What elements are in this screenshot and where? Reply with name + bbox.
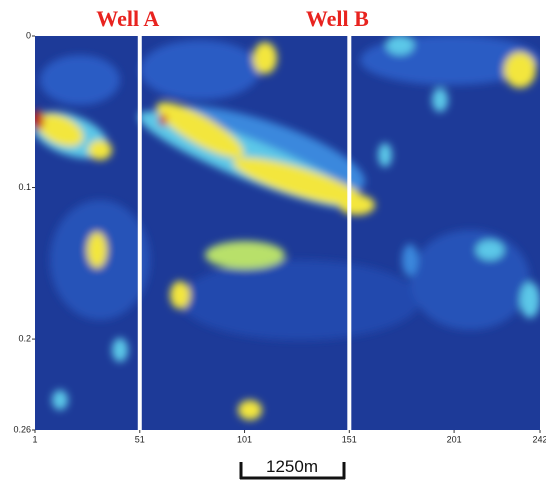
x-tick-label: 51: [135, 434, 145, 444]
x-tick-label: 151: [342, 434, 357, 444]
x-tick-label: 242: [532, 434, 546, 444]
y-tick-label: 0.1: [18, 182, 31, 192]
x-tick-label: 201: [447, 434, 462, 444]
y-tick-label: 0: [26, 30, 31, 40]
scale-bar-label: 1250m: [266, 457, 318, 476]
well-label: Well A: [96, 6, 159, 31]
x-tick-label: 1: [32, 434, 37, 444]
x-tick-label: 101: [237, 434, 252, 444]
well-label: Well B: [306, 6, 369, 31]
section-image: [35, 36, 540, 430]
y-tick-label: 0.26: [13, 424, 31, 434]
y-tick-label: 0.2: [18, 333, 31, 343]
